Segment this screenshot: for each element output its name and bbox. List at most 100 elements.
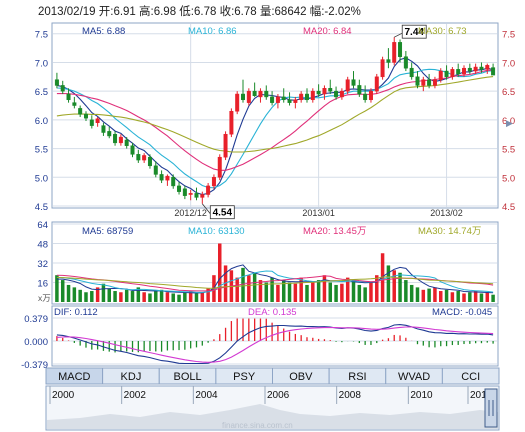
y-tick-label: 0.000: [24, 337, 48, 348]
volume-bar: [322, 275, 327, 302]
tab-label-macd[interactable]: MACD: [58, 371, 90, 383]
volume-bar: [287, 282, 292, 302]
volume-bar: [427, 288, 431, 302]
side-arrow-icon[interactable]: ▶: [506, 118, 513, 128]
volume-bar: [252, 272, 257, 302]
legend-item: DEA: 0.135: [248, 307, 297, 318]
legend-item: MA10: 6.86: [188, 26, 237, 37]
candle-body: [398, 42, 403, 57]
timeline-year: 2000: [52, 390, 75, 401]
volume-ma10-line: [56, 270, 494, 293]
volume-bar: [206, 288, 210, 302]
candle-body: [293, 99, 298, 103]
candle-body: [368, 90, 373, 101]
tab-label-psy[interactable]: PSY: [233, 371, 256, 383]
candle-body: [386, 59, 391, 63]
dif-line: [56, 324, 494, 365]
volume-bar: [404, 280, 408, 302]
candle-body: [316, 90, 321, 95]
timeline-range-handle[interactable]: [484, 388, 498, 428]
y-tick-label: 0.379: [24, 314, 48, 325]
candle-body: [78, 108, 83, 115]
candle-body: [95, 118, 100, 123]
candle-body: [60, 85, 65, 92]
price-x-axis: 2012/12 2013/01 2013/02: [174, 208, 462, 218]
legend-item: MACD: -0.045: [432, 307, 492, 318]
candlesticks: [54, 37, 496, 204]
candle-body: [467, 67, 472, 72]
y-tick-label: 6.0: [502, 116, 515, 127]
candle-body: [258, 90, 263, 98]
y-tick-label: 16: [37, 279, 48, 290]
y-tick-label: 5.5: [35, 145, 48, 156]
candle-body: [281, 96, 286, 101]
volume-y-axis: 64 48 32 16: [37, 220, 48, 290]
candle-body: [142, 155, 147, 161]
tab-label-kdj[interactable]: KDJ: [121, 371, 142, 383]
annotation-leader: [201, 203, 211, 214]
volume-bar: [101, 283, 106, 302]
candle-body: [287, 99, 292, 103]
volume-bar: [107, 288, 111, 302]
timeline-year: 2006: [267, 390, 290, 401]
tab-label-boll[interactable]: BOLL: [173, 371, 201, 383]
volume-bar: [340, 283, 344, 302]
volume-bar: [241, 267, 245, 302]
legend-item: MA20: 13.45万: [303, 226, 366, 237]
volume-bar: [130, 291, 135, 302]
candle-body: [363, 93, 368, 101]
volume-bar: [159, 289, 164, 302]
candle-body: [54, 79, 59, 86]
y-tick-label: 6.0: [35, 116, 48, 127]
annotation-label: 4.54: [213, 208, 233, 219]
tab-label-cci[interactable]: CCI: [461, 371, 480, 383]
legend-item: DIF: 0.112: [54, 307, 98, 318]
volume-bar: [171, 293, 175, 302]
volume-bar: [433, 287, 437, 302]
annotation-label: 7.44: [404, 27, 424, 38]
candle-body: [246, 90, 251, 103]
candle-body: [229, 111, 234, 135]
volume-bar: [183, 292, 187, 302]
candle-body: [374, 76, 379, 92]
volume-bar: [66, 284, 71, 302]
volume-bar: [473, 291, 478, 302]
volume-bar: [270, 277, 274, 302]
volume-bar: [345, 277, 350, 302]
timeline-year: 2004: [195, 390, 218, 401]
candle-body: [83, 113, 88, 119]
tab-label-wvad[interactable]: WVAD: [398, 371, 430, 383]
y-tick-label: 7.5: [502, 30, 515, 41]
volume-bar: [369, 282, 373, 302]
volume-bar: [456, 291, 460, 302]
volume-bar: [439, 291, 443, 302]
candle-body: [479, 66, 484, 70]
y-tick-label: -0.379: [21, 360, 48, 371]
volume-bar: [444, 289, 449, 302]
candle-body: [130, 145, 135, 155]
candle-body: [194, 193, 199, 198]
macd-legend: DIF: 0.112 DEA: 0.135 MACD: -0.045: [54, 307, 492, 318]
volume-bar: [142, 292, 146, 302]
tab-label-rsi[interactable]: RSI: [348, 371, 366, 383]
legend-item: MA5: 6.88: [82, 26, 125, 37]
volume-bar: [281, 280, 286, 302]
watermark: finance.sina.com.cn: [222, 421, 293, 430]
volume-bar: [468, 292, 472, 302]
volume-bar: [485, 292, 490, 302]
legend-item: MA5: 68759: [82, 226, 133, 237]
tab-cci[interactable]: [441, 367, 500, 385]
volume-bar: [357, 284, 362, 302]
candle-body: [159, 174, 164, 181]
timeline-area: [47, 404, 498, 429]
candle-body: [421, 79, 426, 86]
volume-bar: [95, 287, 100, 302]
tab-label-obv[interactable]: OBV: [289, 371, 313, 383]
quote-header: 2013/02/19 开:6.91 高:6.98 低:6.78 收:6.78 量…: [38, 4, 361, 18]
x-tick-label: 2013/02: [430, 208, 463, 218]
candle-body: [357, 85, 362, 95]
y-tick-label: 4.5: [35, 202, 48, 213]
candle-body: [322, 88, 327, 95]
volume-bar: [177, 294, 181, 302]
price-panel: [51, 22, 499, 209]
